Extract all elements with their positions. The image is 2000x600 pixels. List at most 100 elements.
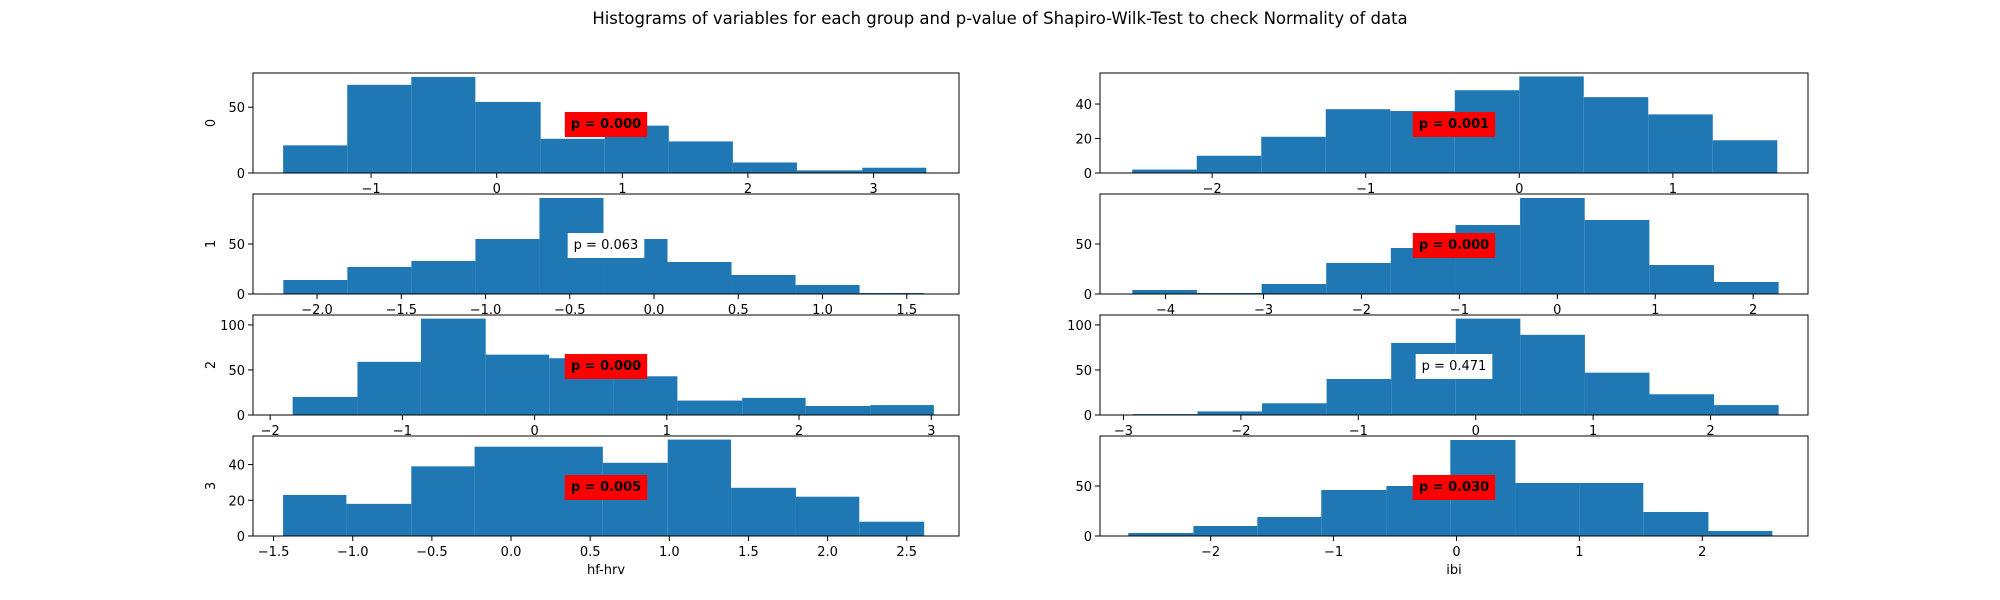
- bar: [1713, 282, 1779, 294]
- x-tick-label: 0: [1515, 182, 1523, 197]
- bar: [667, 262, 732, 294]
- bar: [1714, 405, 1779, 415]
- x-tick-label: −4: [1156, 303, 1175, 318]
- annotation: p = 0.000: [571, 359, 641, 374]
- x-tick-label: 3: [927, 424, 935, 439]
- x-tick-label: −2: [1231, 424, 1250, 439]
- x-tick-label: −0.5: [554, 303, 586, 318]
- bar: [1132, 169, 1197, 173]
- x-tick-label: 1: [618, 182, 626, 197]
- x-tick-label: 0.0: [644, 303, 665, 318]
- bar: [411, 466, 475, 536]
- bar: [475, 101, 541, 173]
- annotation-box: [564, 354, 648, 379]
- y-tick-label: 0: [1084, 167, 1092, 182]
- y-tick-label: 0: [1084, 288, 1092, 303]
- x-tick-label: −0.5: [416, 545, 448, 560]
- bar: [1583, 97, 1649, 173]
- x-tick-label: −1: [1356, 182, 1375, 197]
- x-tick-label: −1.5: [385, 303, 417, 318]
- y-tick-label: 0: [1084, 409, 1092, 424]
- bar: [292, 396, 358, 415]
- axes-frame: [252, 435, 960, 537]
- bar: [1326, 263, 1391, 294]
- bar: [1261, 284, 1327, 294]
- y-tick-label: 40: [228, 459, 245, 474]
- bar: [731, 487, 796, 536]
- bar: [1584, 220, 1650, 294]
- x-tick-label: 1.0: [659, 545, 680, 560]
- x-tick-label: −2: [1203, 182, 1222, 197]
- bar: [346, 503, 412, 536]
- x-tick-label: 1: [1651, 303, 1659, 318]
- y-tick-label: 40: [1075, 98, 1092, 113]
- y-tick-label: 0: [1084, 530, 1092, 545]
- axes-frame: [252, 314, 960, 416]
- bar: [1520, 198, 1585, 294]
- bar: [1128, 533, 1194, 536]
- x-tick-label: −2.0: [301, 303, 333, 318]
- x-tick-label: 1: [1589, 424, 1597, 439]
- bar: [1326, 378, 1392, 415]
- x-tick-label: −1.0: [470, 303, 502, 318]
- y-tick-label: 50: [1075, 364, 1092, 379]
- bar: [667, 439, 732, 536]
- x-tick-label: 0: [1452, 545, 1460, 560]
- bar: [1520, 334, 1585, 415]
- bar: [1643, 512, 1709, 536]
- y-tick-label: 0: [237, 409, 245, 424]
- bar: [1196, 155, 1262, 173]
- x-tick-label: 2: [744, 182, 752, 197]
- x-tick-label: 2: [1749, 303, 1757, 318]
- bar: [870, 405, 934, 415]
- figure-title: Histograms of variables for each group a…: [592, 9, 1407, 28]
- x-tick-label: −1.5: [258, 545, 290, 560]
- bar: [1708, 531, 1773, 536]
- x-tick-label: −3: [1114, 424, 1133, 439]
- x-tick-label: 0.5: [728, 303, 749, 318]
- bar: [1262, 403, 1327, 415]
- bar: [677, 400, 743, 415]
- y-tick-label: 50: [228, 364, 245, 379]
- x-tick-label: 0: [493, 182, 501, 197]
- bar: [1519, 76, 1584, 173]
- bar: [1257, 517, 1322, 536]
- annotation-box: [567, 233, 645, 258]
- annotation-box: [564, 112, 648, 137]
- bar: [732, 162, 797, 173]
- bar: [1648, 114, 1713, 173]
- bar: [1325, 109, 1391, 173]
- y-tick-label: 20: [1075, 133, 1092, 148]
- bar: [1132, 290, 1197, 294]
- bar: [1515, 483, 1580, 536]
- y-tick-label: 50: [1075, 480, 1092, 495]
- x-tick-label: 2: [795, 424, 803, 439]
- x-tick-label: 3: [869, 182, 877, 197]
- x-tick-label: 0.5: [580, 545, 601, 560]
- y-tick-label: 0: [237, 288, 245, 303]
- x-tick-label: 0: [1472, 424, 1480, 439]
- y-tick-label: 100: [220, 319, 245, 334]
- y-axis-label: 1: [204, 240, 219, 248]
- x-tick-label: −2: [1352, 303, 1371, 318]
- axes-frame: [1099, 314, 1809, 416]
- axes-frame: [1099, 72, 1809, 174]
- bar: [795, 285, 860, 294]
- bar: [796, 170, 863, 173]
- axes-frame: [252, 72, 960, 174]
- annotation: p = 0.030: [1419, 480, 1489, 495]
- x-tick-label: 1.0: [812, 303, 833, 318]
- x-axis-label: hf-hrv: [587, 563, 625, 578]
- x-tick-label: 1.5: [896, 303, 917, 318]
- x-tick-label: 2: [1698, 545, 1706, 560]
- bar: [411, 76, 476, 173]
- bar: [474, 446, 540, 536]
- x-tick-label: 2.0: [817, 545, 838, 560]
- y-tick-label: 0: [237, 167, 245, 182]
- x-tick-label: −1: [1324, 545, 1343, 560]
- y-tick-label: 100: [1067, 319, 1092, 334]
- x-tick-label: 2: [1706, 424, 1714, 439]
- annotation-box: [1412, 112, 1496, 137]
- bar: [613, 376, 678, 415]
